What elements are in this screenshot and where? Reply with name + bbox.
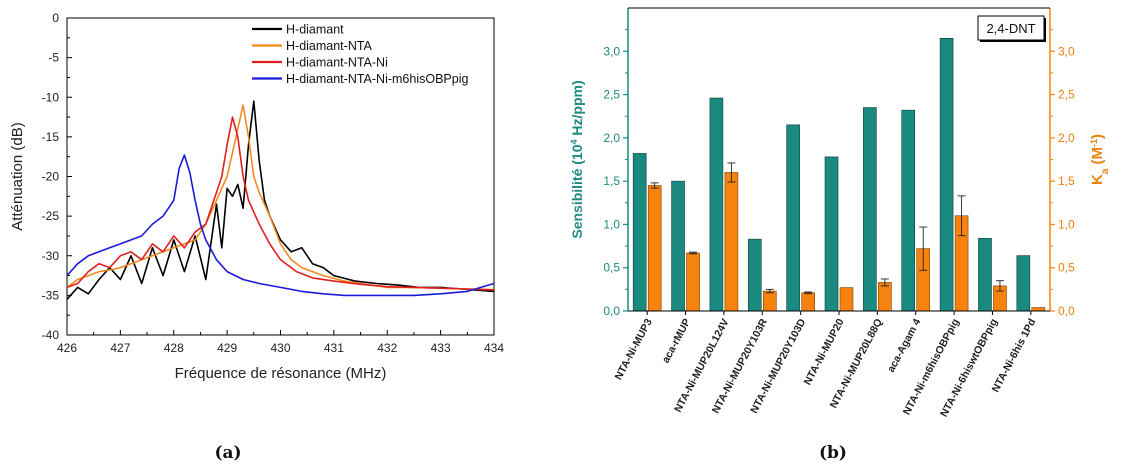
series-line-h-diamant [66,100,495,300]
series-line-h-diamant-nta-ni-m6hisobppig [66,154,495,297]
right-tick-label: 0,5 [1058,261,1075,275]
panel-b-annotation-box: 2,4-DNT [977,15,1046,42]
panel-b-bar-chart: 0,0 0,5 1,0 1,5 2,0 2,5 3,0 0,0 0,5 1,0 1,5 2,0 2,5… [569,7,1111,463]
right-tick-label: 2,5 [1058,88,1075,102]
x-tick-label: 426 [57,341,77,355]
x-tick-label: 433 [431,341,451,355]
y-tick-label: -5 [48,51,59,65]
y-tick-label: -15 [42,130,60,144]
axis-title-part: K [1089,174,1106,185]
bar-sensibilite-aca-agam-4 [901,109,916,312]
y-tick-label: -30 [42,249,60,263]
x-tick-label: 429 [217,341,237,355]
bar-ka-nta-ni-mup20y103r [762,290,777,312]
right-tick-label: 1,0 [1058,217,1075,231]
panel-a-legend: H-diamant H-diamant-NTA H-diamant-NTA-Ni H-… [252,23,468,86]
panel-b-bars [632,37,1046,312]
annotation-text: 2,4-DNT [986,21,1035,36]
left-tick-label: 1,5 [603,174,620,188]
bar-sensibilite-aca-rmup [671,180,685,312]
bar-ka-nta-ni-mup20y103d [801,292,815,312]
axis-title-part: (M [1089,147,1106,169]
axis-title-part: ) [1089,134,1106,139]
annotation-box [977,15,1045,41]
category-label-aca-rmup: aca-rMUP [660,317,693,365]
right-tick-label: 2,0 [1058,131,1075,145]
bar-sensibilite-nta-ni-6his-1pd [1016,255,1031,312]
left-tick-label: 2,5 [603,88,620,102]
series-line-h-diamant-nta [66,104,495,291]
bar-ka-nta-ni-6his-1pd [1031,307,1046,312]
y-tick-label: -20 [42,170,60,184]
panel-b-left-axis-label: Sensibilité (104 Hz/ppm) [569,80,585,238]
right-tick-label: 0,0 [1058,304,1075,318]
left-tick-label: 3,0 [603,44,620,58]
bar-ka-nta-ni-mup20 [839,287,854,312]
x-tick-label: 432 [377,341,397,355]
bar-ka-nta-ni-mup20l88q [878,282,892,312]
x-tick-label: 431 [324,341,344,355]
panel-a-x-axis-label: Fréquence de résonance (MHz) [175,365,387,382]
bar-ka-nta-ni-mup20l124v [724,172,739,312]
bar-ka-aca-rmup [686,252,700,312]
x-tick-label: 434 [484,341,504,355]
legend-label-h-diamant: H-diamant [286,23,344,37]
legend-label-h-diamant-nta-ni-m6hisobppig: H-diamant-NTA-Ni-m6hisOBPpig [286,72,468,86]
panel-a-y-axis-label: Atténuation (dB) [9,122,26,230]
panel-b-category-labels: NTA-Ni-MUP3 aca-rMUPNTA-Ni-MUP20L124VNTA-… [613,311,1039,419]
panel-a-series-lines [66,100,495,300]
axis-title-part: Sensibilité (10 [569,144,585,238]
left-tick-label: 2,0 [603,131,620,145]
bar-sensibilite-nta-ni-mup20y103d [786,124,800,312]
axis-title-part: -1 [1089,139,1099,147]
legend-label-h-diamant-nta: H-diamant-NTA [286,39,373,53]
panel-a-x-ticks: 426 427 428 429 430 431 432 433 434 [57,330,504,355]
panel-a-label: (a) [214,443,241,463]
bar-sensibilite-nta-ni-mup20 [824,156,839,312]
y-tick-label: -40 [42,328,60,342]
bar-sensibilite-nta-ni-mup20l124v [709,97,724,312]
bar-sensibilite-nta-ni-mup20y103r [747,238,762,312]
left-tick-label: 0,5 [603,261,620,275]
bar-sensibilite-nta-ni-mup3 [632,153,647,312]
bar-ka-nta-ni-mup3 [647,185,662,312]
right-tick-label: 3,0 [1058,44,1075,58]
left-tick-label: 1,0 [603,217,620,231]
panel-a-line-chart: 426 427 428 429 430 431 432 433 434 0 -5 -10 -15 -20… [9,11,504,463]
category-label-nta-ni-mup3: NTA-Ni-MUP3 [613,317,655,382]
panel-b-right-axis-label: Ka (M-1) [1089,134,1111,185]
x-tick-label: 427 [110,341,130,355]
bar-sensibilite-nta-ni-mup20l88q [863,107,877,312]
axis-title-part: a [1100,168,1111,174]
x-tick-label: 430 [270,341,290,355]
bar-sensibilite-nta-ni-m6hisobppig [939,37,954,312]
axis-title-part: Hz/ppm) [569,80,585,139]
left-tick-label: 0,0 [603,304,620,318]
right-tick-label: 1,5 [1058,174,1075,188]
y-tick-label: 0 [52,11,59,25]
series-line-h-diamant-nta-ni [66,116,495,291]
category-label-nta-ni-6his-1pd: NTA-Ni-6his 1Pd [990,317,1039,395]
bar-sensibilite-nta-ni-6hiswtobppig [978,237,992,312]
panel-b-left-axis: 0,0 0,5 1,0 1,5 2,0 2,5 3,0 [603,8,629,318]
panel-b-label: (b) [819,443,847,463]
panel-b-right-axis: 0,0 0,5 1,0 1,5 2,0 2,5 3,0 [1049,8,1075,318]
y-tick-label: -10 [42,90,60,104]
y-tick-label: -35 [42,288,60,302]
legend-label-h-diamant-nta-ni: H-diamant-NTA-Ni [286,56,388,70]
category-label-aca-agam-4: aca-Agam 4 [885,317,923,375]
x-tick-label: 428 [164,341,184,355]
y-tick-label: -25 [42,209,60,223]
category-label-nta-ni-mup20: NTA-Ni-MUP20 [802,317,847,387]
axis-title-part: 4 [569,139,579,144]
panel-a-y-ticks: 0 -5 -10 -15 -20 -25 -30 -35 -40 [42,11,72,342]
